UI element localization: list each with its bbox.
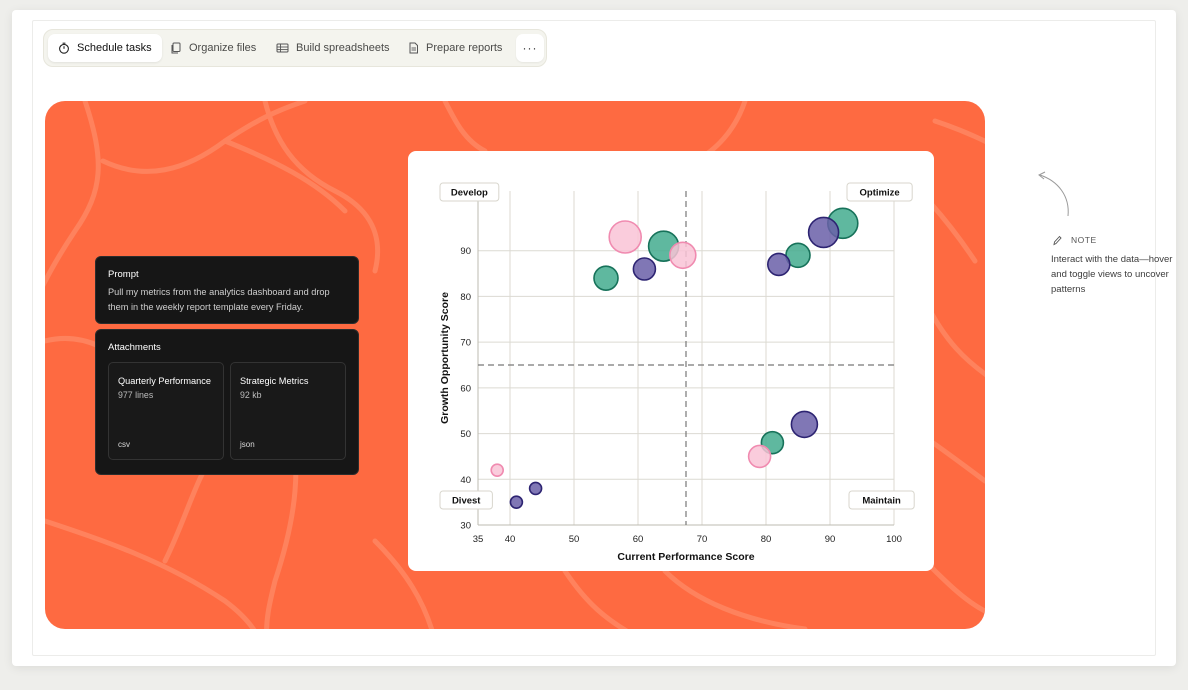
prompt-card: Prompt Pull my metrics from the analytic… (95, 256, 359, 324)
prompt-title: Prompt (108, 269, 139, 280)
bubble-purple (766, 252, 791, 277)
bubble-pink (490, 463, 504, 477)
bubble-purple (632, 257, 657, 281)
quadrant-label: Optimize (860, 188, 900, 199)
attachment-meta: 92 kb (240, 389, 262, 400)
document-icon (409, 42, 418, 54)
curved-arrow-icon (1038, 171, 1069, 217)
bubble-teal (593, 265, 619, 291)
attachment-item[interactable]: Strategic Metrics 92 kb json (230, 362, 346, 460)
y-tick-label: 40 (460, 475, 471, 486)
attachment-item[interactable]: Quarterly Performance 977 lines csv (108, 362, 224, 460)
tab-organize-files[interactable]: Organize files (160, 34, 266, 62)
table-icon (276, 43, 289, 53)
y-tick-label: 50 (460, 429, 471, 440)
attachment-type: csv (118, 440, 130, 449)
attachment-name: Quarterly Performance (118, 376, 211, 386)
tab-schedule-tasks[interactable]: Schedule tasks (48, 34, 162, 62)
hero-panel: Prompt Pull my metrics from the analytic… (45, 101, 985, 629)
tab-label: Schedule tasks (77, 42, 152, 54)
bubble-pink (668, 241, 697, 270)
files-icon (171, 42, 181, 54)
quadrant-label-box (848, 490, 915, 510)
x-tick-label: 50 (569, 534, 580, 545)
tab-build-spreadsheets[interactable]: Build spreadsheets (266, 34, 400, 62)
y-axis-label: Growth Opportunity Score (439, 292, 451, 424)
bubble-purple (790, 410, 819, 439)
attachment-name: Strategic Metrics (240, 376, 309, 386)
note-label: NOTE (1051, 234, 1097, 246)
attachments-card: Attachments Quarterly Performance 977 li… (95, 329, 359, 475)
x-tick-label: 90 (825, 534, 836, 545)
note-text: Interact with the data—hover and toggle … (1051, 254, 1173, 295)
x-tick-label: 60 (633, 534, 644, 545)
quadrant-label-box (439, 490, 493, 510)
window-frame: Schedule tasks Organize files Build spre… (12, 10, 1176, 666)
quadrant-label: Maintain (862, 496, 901, 507)
bubble-pink (608, 220, 642, 254)
quadrant-label-box (439, 182, 500, 202)
tab-prepare-reports[interactable]: Prepare reports (398, 34, 512, 62)
attachment-type: json (240, 440, 255, 449)
x-tick-label: 40 (505, 534, 516, 545)
more-options-button[interactable]: ··· (516, 34, 544, 62)
y-tick-label: 90 (460, 246, 471, 257)
y-tick-label: 60 (460, 383, 471, 394)
more-icon: ··· (522, 41, 538, 55)
bubble-purple (807, 216, 840, 249)
prompt-text: Pull my metrics from the analytics dashb… (108, 287, 330, 312)
quadrant-label: Develop (451, 188, 488, 199)
tab-label: Build spreadsheets (296, 42, 390, 54)
note-label-text: NOTE (1071, 235, 1097, 245)
y-tick-label: 30 (460, 521, 471, 532)
x-axis-label: Current Performance Score (617, 551, 754, 563)
bubble-purple (509, 495, 524, 509)
quadrant-label-box (846, 182, 913, 202)
app-canvas: Schedule tasks Organize files Build spre… (32, 20, 1172, 656)
pencil-icon (1053, 235, 1062, 246)
quadrant-label: Divest (452, 496, 481, 507)
tab-bar: Schedule tasks Organize files Build spre… (43, 29, 547, 67)
chart-card: 35 40 50 60 70 80 90 100 30 40 50 60 70 80 90 Current P… (408, 151, 934, 571)
attachment-meta: 977 lines (118, 389, 154, 400)
x-tick-label: 35 (473, 534, 484, 545)
attachments-title: Attachments (108, 342, 161, 353)
bubble-chart[interactable]: 35 40 50 60 70 80 90 100 30 40 50 60 70 80 90 Current P… (408, 151, 934, 571)
y-tick-label: 80 (460, 292, 471, 303)
timer-icon (59, 42, 69, 54)
y-tick-label: 70 (460, 338, 471, 349)
x-tick-label: 80 (761, 534, 772, 545)
tab-label: Organize files (189, 42, 257, 54)
x-tick-label: 70 (697, 534, 708, 545)
bubble-pink (747, 444, 772, 469)
tab-label: Prepare reports (426, 42, 503, 54)
bubble-purple (528, 481, 543, 496)
x-tick-label: 100 (886, 534, 902, 545)
